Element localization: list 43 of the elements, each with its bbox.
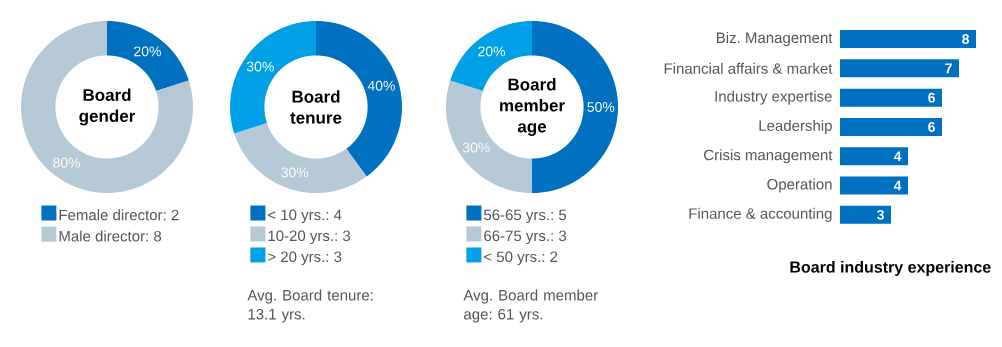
data-label: 50% bbox=[587, 102, 615, 112]
legend-label: 10-20 yrs.: 3 bbox=[268, 230, 351, 245]
y-tick-label: Finance & accounting bbox=[689, 207, 832, 222]
data-label: 8 bbox=[962, 34, 970, 45]
text: Board member age bbox=[500, 78, 565, 136]
y-tick-label: Financial affairs & market bbox=[664, 62, 833, 74]
bar bbox=[840, 147, 908, 166]
legend-label: Female director: 2 bbox=[59, 209, 179, 221]
bar bbox=[840, 30, 976, 49]
text: Board tenure bbox=[290, 90, 342, 124]
y-tick-label: Crisis management bbox=[704, 149, 833, 164]
y-tick-label: Leadership bbox=[759, 119, 832, 134]
data-label: 4 bbox=[893, 151, 902, 162]
y-tick-label: Biz. Management bbox=[717, 32, 833, 47]
data-label: 80% bbox=[53, 157, 81, 168]
bar bbox=[840, 117, 942, 136]
bar bbox=[840, 88, 942, 107]
data-label: 20% bbox=[478, 46, 506, 57]
y-tick-label: Operation bbox=[767, 178, 832, 193]
data-label: 4 bbox=[893, 180, 902, 191]
text: Avg. Board member age: 61 yrs. bbox=[463, 289, 598, 323]
bar bbox=[840, 59, 959, 78]
data-label: 6 bbox=[928, 121, 935, 132]
legend-label: 56-65 yrs.: 5 bbox=[483, 209, 567, 224]
data-label: 20% bbox=[134, 46, 161, 57]
bar bbox=[840, 176, 908, 195]
text: Board industry experience bbox=[790, 261, 991, 276]
data-label: 30% bbox=[246, 61, 274, 72]
bar bbox=[840, 205, 891, 224]
text: Avg. Board tenure: 13.1 yrs. bbox=[247, 289, 373, 323]
legend-label: > 20 yrs.: 3 bbox=[268, 251, 342, 266]
y-tick-label: Industry expertise bbox=[715, 90, 832, 105]
data-label: 30% bbox=[462, 142, 490, 153]
data-label: 30% bbox=[281, 167, 309, 178]
legend-label: < 50 yrs.: 2 bbox=[484, 251, 558, 266]
data-label: 7 bbox=[945, 63, 952, 74]
legend-label: 66-75 yrs.: 3 bbox=[484, 230, 567, 245]
data-label: 3 bbox=[877, 209, 884, 220]
text: Board gender bbox=[79, 88, 136, 126]
data-label: 6 bbox=[928, 92, 935, 103]
legend-label: Male director: 8 bbox=[59, 230, 162, 242]
data-label: 40% bbox=[367, 80, 395, 91]
legend-label: < 10 yrs.: 4 bbox=[268, 209, 342, 224]
